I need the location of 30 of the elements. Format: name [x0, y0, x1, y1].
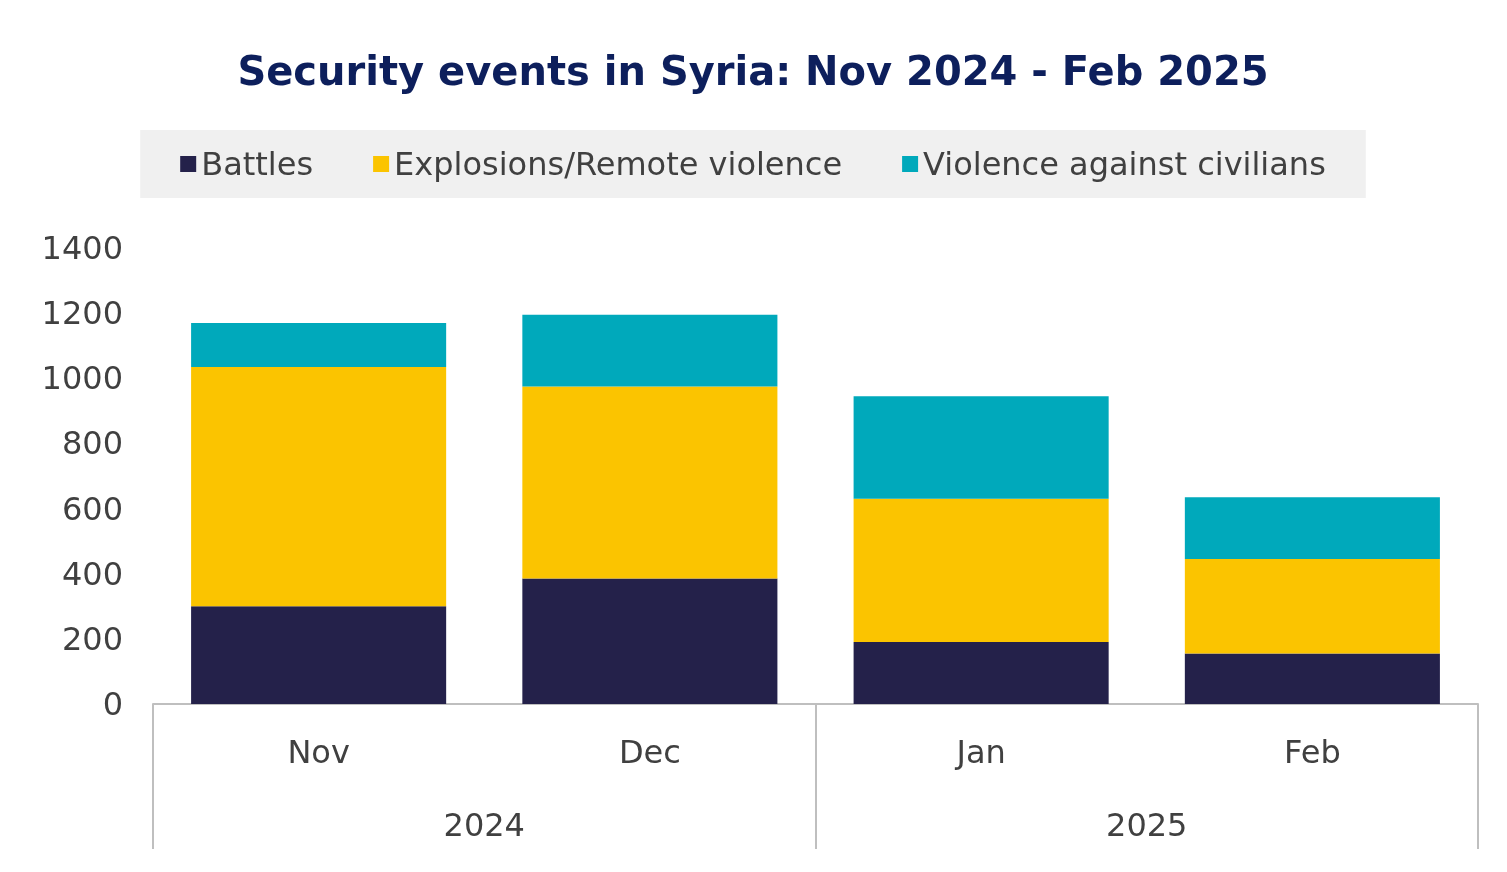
y-tick-label: 400 — [61, 554, 123, 593]
x-tick-label: Dec — [618, 733, 681, 771]
text: 2025 — [1106, 806, 1188, 844]
y-tick-label: 1200 — [41, 294, 123, 333]
y-tick-label: 800 — [61, 424, 123, 463]
chart-title: Security events in Syria: Nov 2024 - Feb 2025 — [237, 48, 1269, 94]
y-tick-label: 0 — [102, 685, 123, 723]
y-tick-label: 600 — [61, 489, 123, 528]
y-tick-label: 1000 — [41, 359, 123, 398]
bar — [522, 314, 778, 387]
bar — [191, 366, 447, 607]
legend-label: Battles — [201, 145, 314, 183]
bar — [853, 642, 1109, 704]
legend-label: Explosions/Remote violence — [394, 145, 843, 183]
bar — [522, 386, 778, 579]
x-tick-label: Nov — [287, 733, 350, 771]
x-tick-label: Feb — [1284, 733, 1341, 771]
bar — [191, 606, 447, 704]
bar — [1184, 497, 1440, 560]
bar — [1184, 559, 1440, 654]
bar — [191, 322, 447, 367]
bar — [522, 578, 778, 704]
bar — [853, 498, 1109, 643]
y-tick-label: 1400 — [41, 229, 123, 267]
text: 2024 — [443, 806, 525, 844]
x-tick-label: Jan — [954, 733, 1006, 771]
y-tick-label: 200 — [61, 619, 123, 658]
bar — [853, 396, 1109, 499]
bar — [1184, 653, 1440, 704]
legend-label: Violence against civilians — [923, 145, 1326, 183]
